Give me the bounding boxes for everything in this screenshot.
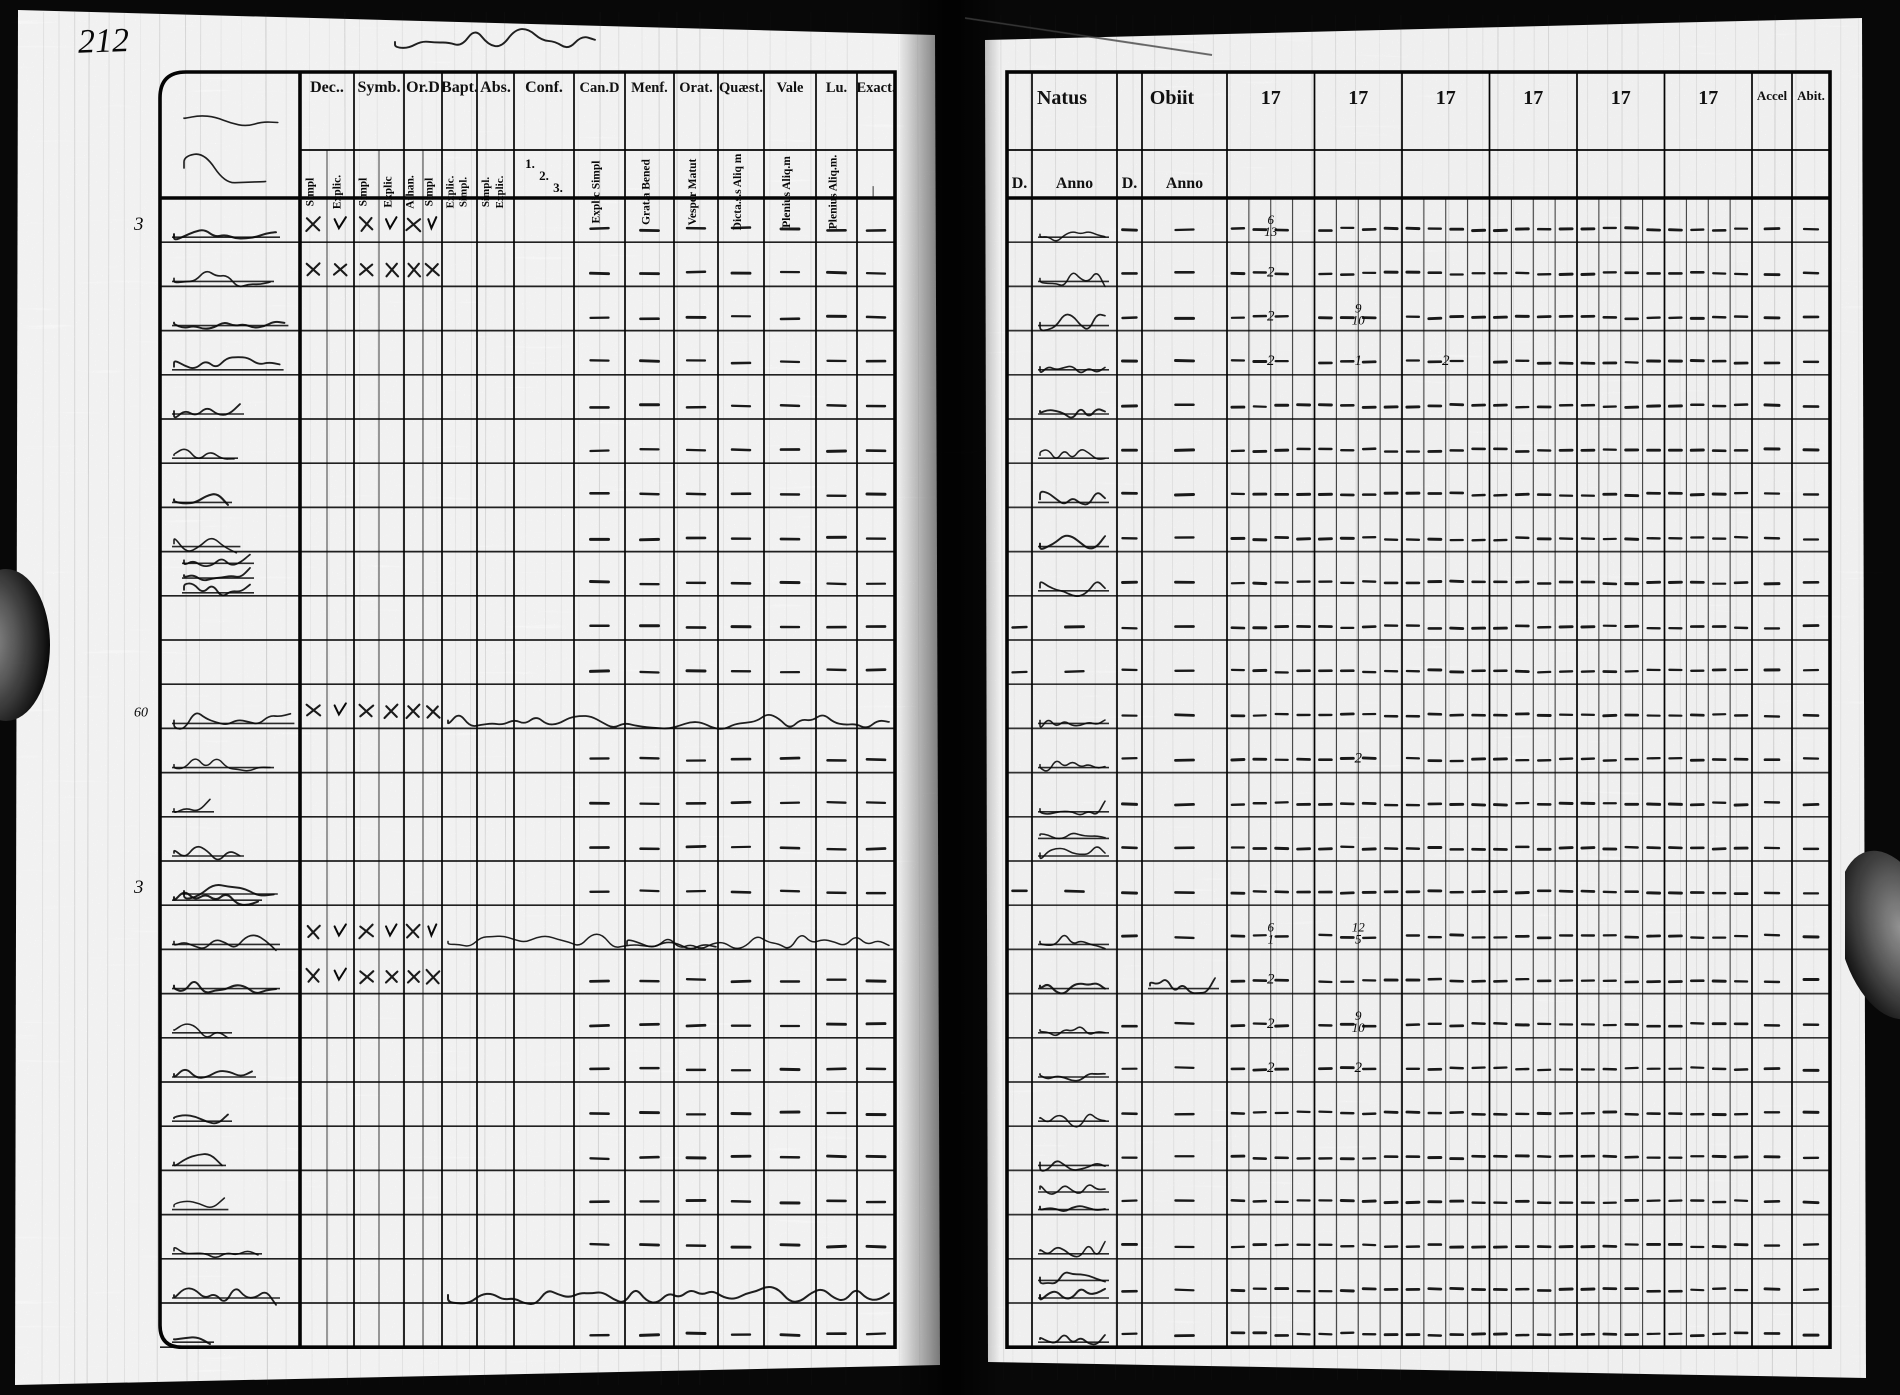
svg-text:Orat.: Orat. — [679, 80, 712, 96]
svg-text:2.: 2. — [539, 168, 549, 183]
svg-text:212: 212 — [77, 22, 129, 61]
svg-text:1: 1 — [1354, 353, 1362, 369]
svg-text:—: — — [867, 186, 879, 199]
svg-text:Lu.: Lu. — [826, 80, 847, 96]
svg-text:Grat.a Bened: Grat.a Bened — [641, 159, 653, 225]
svg-text:Explic Simpl: Explic Simpl — [591, 161, 603, 224]
svg-text:Conf.: Conf. — [525, 79, 563, 96]
svg-text:10: 10 — [1352, 313, 1366, 328]
svg-text:D.: D. — [1122, 175, 1138, 192]
svg-text:17: 17 — [1436, 87, 1456, 109]
svg-text:3: 3 — [133, 214, 144, 235]
svg-text:Dec..: Dec.. — [310, 79, 344, 96]
svg-text:Abs.: Abs. — [480, 79, 511, 96]
svg-text:Abit.: Abit. — [1797, 88, 1825, 103]
svg-text:Simpl: Simpl — [424, 178, 436, 207]
svg-text:Plenius Aliq.m: Plenius Aliq.m — [781, 156, 793, 228]
svg-text:2: 2 — [1442, 353, 1450, 369]
svg-text:Anno: Anno — [1166, 175, 1203, 192]
svg-text:2: 2 — [1267, 972, 1275, 988]
svg-text:Vale: Vale — [777, 80, 804, 96]
svg-text:Simpl: Simpl — [305, 178, 317, 207]
svg-text:17: 17 — [1523, 87, 1543, 109]
svg-text:3: 3 — [133, 877, 144, 898]
svg-text:Explic.: Explic. — [494, 175, 506, 208]
svg-text:Simpl: Simpl — [358, 178, 370, 207]
svg-text:Exact.: Exact. — [856, 80, 895, 96]
svg-text:60: 60 — [134, 705, 148, 720]
svg-text:17: 17 — [1611, 87, 1631, 109]
svg-text:2: 2 — [1267, 1016, 1275, 1032]
svg-text:Simpl.: Simpl. — [458, 177, 470, 208]
svg-text:Anno: Anno — [1056, 175, 1093, 192]
svg-text:Bapt.: Bapt. — [441, 79, 478, 96]
svg-text:Vesper Matut: Vesper Matut — [687, 158, 699, 225]
svg-text:2: 2 — [1267, 353, 1275, 369]
svg-text:Explic: Explic — [383, 176, 395, 207]
svg-text:2: 2 — [1354, 1060, 1362, 1076]
svg-text:Menf.: Menf. — [631, 80, 668, 96]
svg-text:17: 17 — [1261, 87, 1281, 109]
svg-text:Natus: Natus — [1037, 87, 1087, 109]
svg-text:2: 2 — [1267, 309, 1275, 325]
svg-text:D.: D. — [1012, 175, 1028, 192]
svg-text:Dicta.s.s Aliq m: Dicta.s.s Aliq m — [732, 153, 744, 230]
svg-text:13: 13 — [1264, 224, 1278, 239]
svg-text:2: 2 — [1267, 264, 1275, 280]
svg-text:5: 5 — [1355, 931, 1362, 946]
svg-text:1: 1 — [1268, 931, 1275, 946]
svg-text:Symb.: Symb. — [357, 79, 400, 96]
svg-text:2: 2 — [1267, 1060, 1275, 1076]
svg-text:17: 17 — [1698, 87, 1718, 109]
svg-text:Explic.: Explic. — [332, 175, 344, 209]
svg-text:17: 17 — [1348, 87, 1368, 109]
svg-text:Athan.: Athan. — [405, 175, 417, 209]
svg-text:Quæst.: Quæst. — [719, 80, 763, 96]
svg-text:1.: 1. — [525, 156, 535, 171]
svg-text:3.: 3. — [553, 180, 563, 195]
svg-text:Obiit: Obiit — [1150, 87, 1195, 109]
svg-text:Can.D: Can.D — [580, 80, 620, 96]
svg-text:Simpl.: Simpl. — [480, 177, 492, 208]
svg-text:Explic.: Explic. — [445, 175, 457, 208]
svg-text:Plenius Aliq.m.: Plenius Aliq.m. — [828, 155, 840, 230]
svg-text:2: 2 — [1354, 751, 1362, 767]
svg-text:Or.D: Or.D — [406, 79, 440, 96]
svg-text:Accel: Accel — [1757, 88, 1788, 103]
